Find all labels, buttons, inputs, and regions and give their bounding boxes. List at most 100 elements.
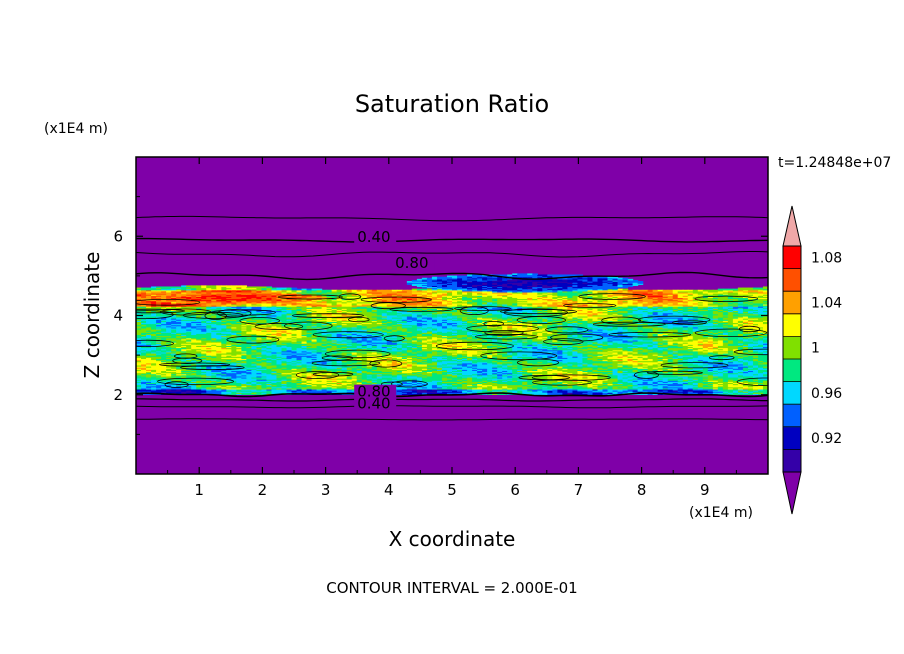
field-cell — [647, 386, 654, 389]
field-cell — [692, 390, 699, 392]
field-cell — [266, 390, 273, 392]
field-cell — [246, 393, 252, 395]
field-cell — [256, 388, 262, 391]
field-cell — [527, 387, 533, 390]
field-cell — [181, 391, 187, 393]
field-cell — [166, 390, 172, 392]
field-cell — [416, 387, 423, 390]
field-cell — [692, 391, 699, 393]
field-cell — [436, 385, 443, 388]
field-cell — [577, 387, 584, 390]
field-cell — [206, 391, 212, 393]
field-cell — [321, 392, 328, 394]
field-cell — [597, 391, 604, 393]
field-cell — [411, 388, 418, 391]
field-cell — [301, 390, 308, 392]
field-cell — [291, 385, 298, 388]
field-cell — [587, 390, 594, 392]
field-cell — [331, 385, 338, 388]
field-cell — [462, 387, 468, 390]
field-cell — [662, 390, 669, 392]
field-cell — [502, 393, 508, 395]
field-cell — [522, 390, 528, 392]
field-cell — [216, 387, 222, 390]
field-cell — [156, 387, 162, 390]
field-cell — [261, 390, 268, 392]
field-cell — [637, 390, 644, 392]
field-cell — [452, 387, 458, 390]
field-cell — [617, 388, 624, 391]
field-cell — [497, 385, 503, 388]
field-cell — [757, 392, 764, 394]
field-cell — [331, 386, 338, 389]
field-cell — [602, 386, 609, 389]
field-cell — [406, 392, 413, 394]
field-cell — [492, 393, 498, 395]
field-cell — [507, 386, 513, 389]
field-cell — [582, 385, 589, 388]
field-cell — [752, 388, 759, 391]
field-cell — [246, 390, 252, 392]
field-cell — [492, 391, 498, 393]
field-cell — [236, 387, 242, 390]
field-cell — [502, 391, 508, 393]
field-cell — [281, 386, 288, 389]
field-cell — [467, 387, 473, 390]
field-cell — [251, 393, 257, 395]
field-cell — [572, 386, 578, 389]
field-cell — [436, 386, 443, 389]
field-cell — [632, 388, 639, 391]
field-cell — [281, 391, 288, 393]
field-cell — [311, 391, 318, 393]
field-cell — [276, 388, 283, 391]
field-cell — [677, 392, 684, 394]
field-cell — [647, 385, 654, 388]
field-cell — [231, 391, 237, 393]
field-cell — [281, 392, 288, 394]
field-cell — [276, 392, 283, 394]
field-cell — [522, 392, 528, 394]
field-cell — [522, 386, 528, 389]
field-cell — [196, 391, 202, 393]
field-cell — [452, 391, 458, 393]
field-cell — [341, 390, 348, 392]
field-cell — [662, 387, 669, 390]
field-cell — [161, 388, 167, 391]
field-cell — [226, 391, 232, 393]
field-cell — [617, 391, 624, 393]
field-cell — [572, 393, 578, 395]
field-cell — [441, 387, 448, 390]
field-cell — [341, 388, 348, 391]
field-cell — [151, 390, 157, 392]
field-cell — [642, 386, 649, 389]
field-cell — [251, 387, 257, 390]
field-cell — [757, 391, 764, 393]
field-cell — [602, 391, 609, 393]
field-cell — [497, 388, 503, 391]
field-cell — [727, 392, 734, 394]
field-cell — [672, 387, 679, 390]
field-cell — [462, 391, 468, 393]
field-cell — [557, 388, 563, 391]
field-cell — [326, 388, 333, 391]
field-cell — [497, 393, 503, 395]
field-cell — [592, 390, 599, 392]
field-cell — [306, 390, 313, 392]
field-cell — [487, 390, 493, 392]
field-cell — [236, 388, 242, 391]
field-cell — [331, 388, 338, 391]
field-cell — [482, 391, 488, 393]
field-cell — [737, 386, 744, 389]
field-cell — [577, 386, 584, 389]
field-cell — [216, 386, 222, 389]
field-cell — [346, 386, 353, 389]
field-cell — [672, 391, 679, 393]
field-cell — [472, 387, 478, 390]
field-cell — [552, 393, 558, 395]
field-cell — [747, 386, 754, 389]
field-cell — [742, 387, 749, 390]
field-cell — [612, 390, 619, 392]
field-cell — [577, 385, 584, 388]
field-cell — [672, 392, 679, 394]
field-cell — [637, 393, 644, 395]
